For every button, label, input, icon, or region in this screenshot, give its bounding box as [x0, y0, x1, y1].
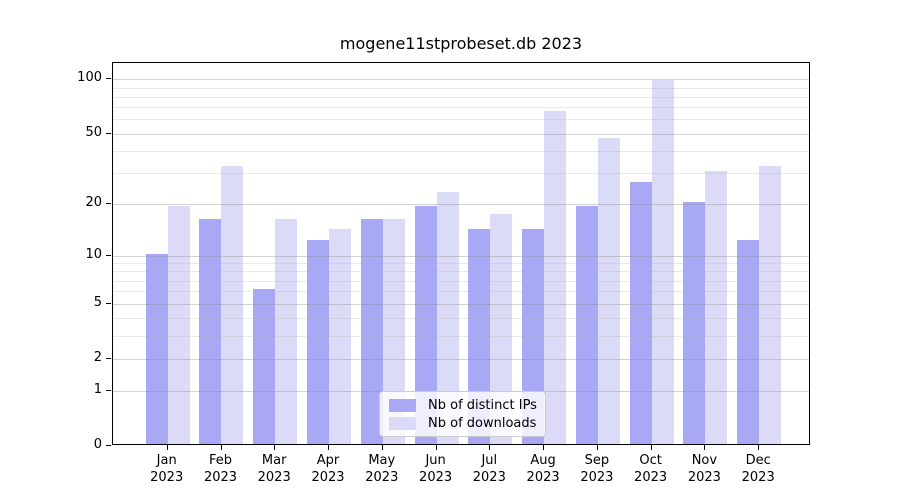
x-tick-label: Mar 2023	[257, 453, 291, 485]
y-tick	[106, 302, 111, 304]
bar-downloads-feb	[221, 166, 244, 444]
x-tick-label: Aug 2023	[526, 453, 560, 485]
y-tick-label: 10	[85, 246, 102, 262]
y-tick-label: 0	[93, 437, 102, 452]
x-tick-label: Jan 2023	[150, 453, 184, 485]
bar-ips-jul	[468, 228, 491, 444]
bar-downloads-sep	[597, 138, 620, 444]
legend-label-downloads: Nb of downloads	[428, 415, 537, 431]
legend-item-downloads: Nb of downloads	[389, 416, 536, 431]
bar-ips-nov	[683, 202, 706, 444]
legend: Nb of distinct IPs Nb of downloads	[379, 391, 546, 437]
bar-downloads-apr	[329, 228, 351, 444]
y-tick	[106, 132, 111, 134]
y-tick	[106, 254, 111, 256]
bar-downloads-jun	[436, 191, 459, 444]
x-tick	[328, 445, 329, 450]
bar-ips-jun	[414, 206, 437, 444]
x-tick	[596, 445, 598, 450]
y-tick-label: 1	[93, 381, 102, 397]
x-tick	[274, 445, 276, 450]
y-tick	[106, 357, 111, 359]
x-tick	[543, 445, 545, 450]
x-tick-label: Jul 2023	[472, 453, 506, 485]
x-tick-label: Sep 2023	[580, 453, 614, 485]
plot-area	[112, 62, 810, 445]
bar-ips-sep	[575, 206, 598, 444]
x-tick	[489, 445, 491, 450]
bar-ips-mar	[253, 289, 276, 444]
gridline-minor	[113, 107, 809, 109]
bar-downloads-nov	[705, 171, 728, 444]
gridline-minor	[113, 150, 809, 152]
legend-item-distinct-ips: Nb of distinct IPs	[389, 397, 537, 413]
x-tick-label: Dec 2023	[741, 453, 775, 485]
bar-downloads-dec	[759, 166, 782, 444]
bar-downloads-jul	[490, 214, 513, 444]
y-tick	[106, 389, 111, 391]
bar-downloads-jan	[167, 206, 190, 444]
x-tick	[220, 445, 222, 450]
x-tick	[166, 445, 168, 450]
bar-downloads-oct	[651, 79, 674, 444]
gridline-major	[113, 133, 809, 135]
x-tick-label: Apr 2023	[311, 453, 345, 485]
bar-ips-may	[360, 218, 383, 444]
y-tick-label: 20	[85, 195, 102, 211]
x-tick-label: Oct 2023	[634, 453, 668, 485]
bar-ips-aug	[522, 228, 545, 444]
x-tick	[758, 445, 760, 450]
legend-swatch-distinct-ips	[389, 398, 416, 412]
x-tick-label: Jun 2023	[419, 453, 453, 485]
bar-downloads-may	[382, 218, 405, 444]
x-tick	[704, 445, 706, 450]
gridline-minor	[113, 96, 809, 98]
y-tick	[106, 445, 111, 446]
legend-swatch-downloads	[389, 416, 416, 430]
x-tick-label: Nov 2023	[687, 453, 721, 485]
gridline-minor	[113, 87, 809, 89]
y-tick-label: 5	[93, 294, 102, 310]
y-tick-label: 100	[77, 70, 102, 86]
x-tick-label: Feb 2023	[203, 453, 238, 485]
bar-ips-dec	[737, 240, 760, 444]
bar-ips-jan	[145, 253, 168, 444]
x-tick-label: May 2023	[365, 453, 399, 485]
gridline-minor	[113, 119, 809, 121]
y-tick-label: 50	[85, 124, 102, 140]
gridline-major	[113, 79, 809, 81]
bar-downloads-aug	[544, 111, 567, 444]
bar-ips-oct	[629, 182, 652, 444]
chart-title: mogene11stprobeset.db 2023	[339, 34, 583, 53]
bar-ips-apr	[307, 240, 329, 444]
x-tick	[435, 445, 437, 450]
legend-label-distinct-ips: Nb of distinct IPs	[428, 397, 537, 413]
y-tick	[106, 203, 111, 205]
y-tick	[106, 78, 111, 80]
y-tick-label: 2	[93, 349, 102, 365]
x-tick	[650, 445, 652, 450]
x-tick	[381, 445, 383, 450]
bar-ips-feb	[199, 218, 222, 444]
bar-downloads-mar	[275, 218, 298, 444]
